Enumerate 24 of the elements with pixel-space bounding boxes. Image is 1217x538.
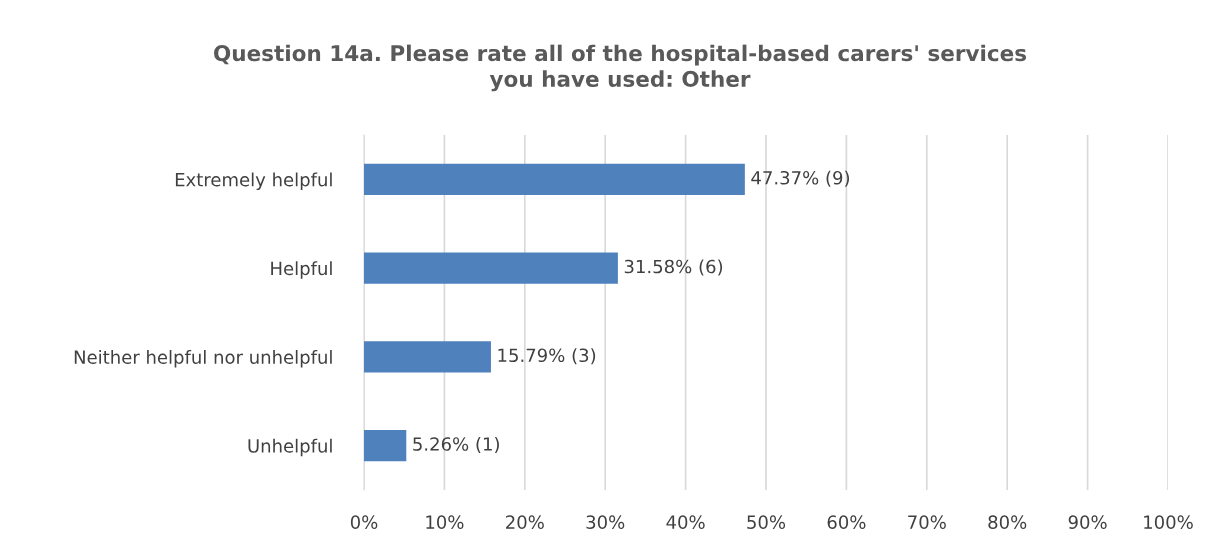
- bar: [364, 430, 407, 462]
- data-label: 15.79% (3): [498, 348, 596, 365]
- x-tick-label: 100%: [1144, 515, 1193, 529]
- y-tick-label: Unhelpful: [248, 438, 332, 457]
- x-tick-label: 70%: [908, 515, 946, 529]
- bar: [364, 252, 618, 284]
- x-tick-label: 0%: [350, 515, 378, 529]
- x-tick-label: 40%: [666, 515, 705, 529]
- x-tick-label: 20%: [506, 515, 544, 529]
- y-tick-label: Helpful: [271, 261, 332, 279]
- x-tick-label: 80%: [988, 515, 1027, 529]
- chart-title: Question 14a. Please rate all of the hospital-based carers' services you have used: Other: [214, 44, 1027, 92]
- bar: [364, 163, 745, 195]
- data-label: 5.26% (1): [413, 436, 499, 453]
- x-tick-label: 30%: [586, 515, 625, 529]
- data-label: 31.58% (6): [624, 259, 723, 276]
- x-tick-label: 10%: [426, 515, 464, 529]
- bar: [364, 341, 491, 373]
- x-tick-label: 50%: [747, 515, 786, 529]
- x-tick-label: 60%: [827, 515, 866, 529]
- x-tick-label: 90%: [1068, 515, 1107, 529]
- data-label: 47.37% (9): [751, 170, 850, 187]
- y-tick-label: Neither helpful nor unhelpful: [74, 350, 332, 368]
- y-tick-label: Extremely helpful: [175, 172, 332, 190]
